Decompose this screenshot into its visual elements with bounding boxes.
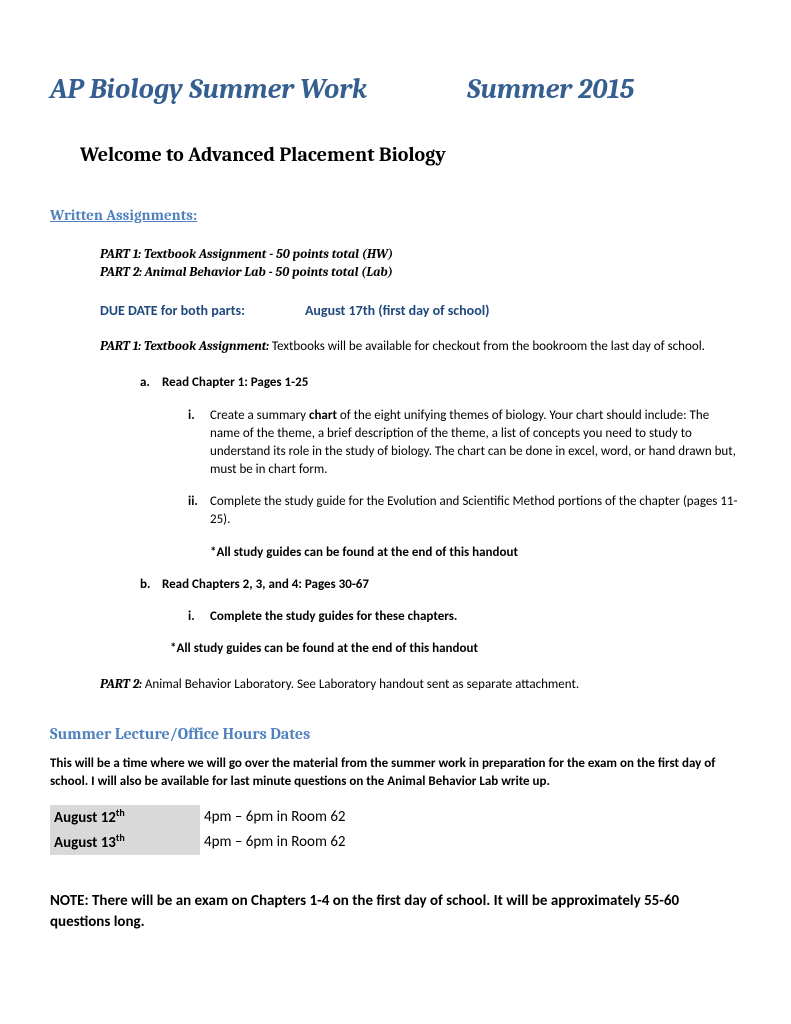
schedule-table: August 12th 4pm – 6pm in Room 62 August … <box>50 805 460 855</box>
ai-bold: chart <box>309 408 337 423</box>
list-text-a: Read Chapter 1: Pages 1-25 <box>162 375 308 390</box>
part1-sublabel: Textbook Assignment: <box>141 339 269 354</box>
study-note-2: *All study guides can be found at the en… <box>170 640 741 658</box>
part2-label: PART 2: <box>100 677 142 692</box>
list-item-b: b.Read Chapters 2, 3, and 4: Pages 30-67 <box>140 576 741 594</box>
table-row: August 12th 4pm – 6pm in Room 62 <box>50 805 460 830</box>
office-hours-desc: This will be a time where we will go ove… <box>50 755 741 791</box>
list-marker-i: i. <box>188 407 195 425</box>
main-title: AP Biology Summer Work Summer 2015 <box>50 70 741 109</box>
part2-summary: PART 2: Animal Behavior Lab - 50 points … <box>100 264 741 282</box>
list-marker-b: b. <box>140 576 162 594</box>
date-cell: August 13th <box>50 830 200 855</box>
bi-text: Complete the study guides for these chap… <box>210 609 457 624</box>
list-item-b-i: i.Complete the study guides for these ch… <box>210 608 741 626</box>
final-note: NOTE: There will be an exam on Chapters … <box>50 891 741 933</box>
list-item-a-i: i.Create a summary chart of the eight un… <box>210 407 741 480</box>
list-item-a: a.Read Chapter 1: Pages 1-25 <box>140 374 741 392</box>
aii-text: Complete the study guide for the Evoluti… <box>210 494 738 527</box>
list-marker-bi: i. <box>188 608 195 626</box>
part1-text: Textbooks will be available for checkout… <box>269 339 705 354</box>
due-date-value: August 17th (first day of school) <box>305 302 490 319</box>
part1-label: PART 1: <box>100 339 141 354</box>
time-cell: 4pm – 6pm in Room 62 <box>200 805 460 830</box>
table-row: August 13th 4pm – 6pm in Room 62 <box>50 830 460 855</box>
part1-summary: PART 1: Textbook Assignment - 50 points … <box>100 246 741 264</box>
study-note-1: *All study guides can be found at the en… <box>210 544 741 562</box>
due-date-label: DUE DATE for both parts: <box>100 302 245 319</box>
due-date-line: DUE DATE for both parts: August 17th (fir… <box>100 301 741 321</box>
list-marker-a: a. <box>140 374 162 392</box>
office-hours-heading: Summer Lecture/Office Hours Dates <box>50 723 741 745</box>
part2-text: See Laboratory handout sent as separate … <box>294 677 579 692</box>
date-cell: August 12th <box>50 805 200 830</box>
part1-body: PART 1: Textbook Assignment: Textbooks w… <box>100 338 741 356</box>
part2-sublabel: Animal Behavior Laboratory. <box>142 677 294 692</box>
welcome-heading: Welcome to Advanced Placement Biology <box>80 141 741 169</box>
ai-before: Create a summary <box>210 408 309 423</box>
list-item-a-ii: ii.Complete the study guide for the Evol… <box>210 493 741 529</box>
list-text-b: Read Chapters 2, 3, and 4: Pages 30-67 <box>162 577 369 592</box>
part2-body: PART 2: Animal Behavior Laboratory. See … <box>100 676 741 694</box>
time-cell: 4pm – 6pm in Room 62 <box>200 830 460 855</box>
list-marker-ii: ii. <box>188 493 198 511</box>
title-right: Summer 2015 <box>467 73 634 105</box>
title-left: AP Biology Summer Work <box>50 73 367 105</box>
written-assignments-heading: Written Assignments: <box>50 205 741 226</box>
